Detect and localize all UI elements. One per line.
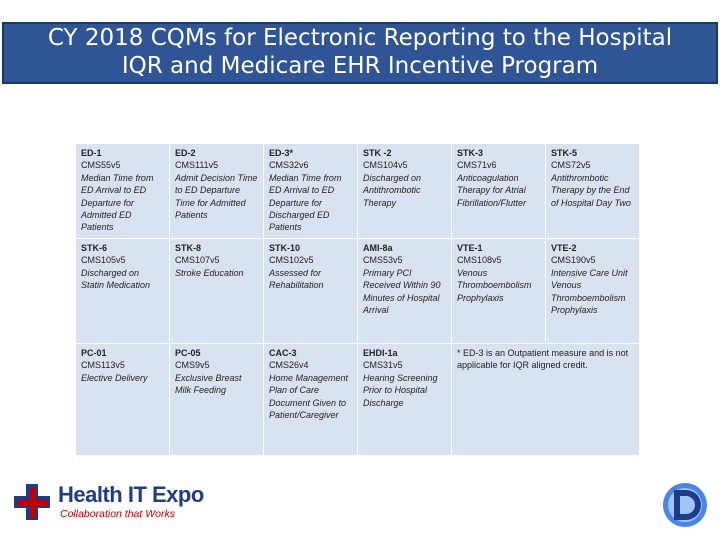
table-cell: ED-1 CMS55v5 Median Time from ED Arrival t… (75, 143, 170, 239)
measure-desc: Stroke Education (175, 267, 244, 278)
measures-table: ED-1 CMS55v5 Median Time from ED Arrival t… (75, 143, 640, 456)
measure-desc: Discharged on Statin Medication (81, 267, 151, 291)
measure-code: VTE-2 (551, 243, 577, 253)
measure-desc: Primary PCI Received Within 90 Minutes o… (363, 267, 441, 316)
table-cell: PC-05 CMS9v5 Exclusive Breast Milk Feeding (169, 343, 264, 456)
measure-code: STK-6 (81, 243, 108, 253)
measure-cms: CMS107v5 (175, 255, 220, 266)
table-cell: STK-10 CMS102v5 Assessed for Rehabilitatio… (263, 238, 358, 344)
note: * ED-3 is an Outpatient measure and is n… (457, 348, 629, 371)
logo-icon (14, 484, 50, 520)
table-cell: PC-01 CMS113v5 Elective Delivery (75, 343, 170, 456)
table-cell: CAC-3 CMS26v4 Home Management Plan of Care… (263, 343, 358, 456)
measure-code: VTE-1 (457, 243, 483, 253)
table-row: PC-01 CMS113v5 Elective Delivery PC-05 CMS9v… (75, 343, 640, 456)
measure-cms: CMS31v5 (363, 360, 403, 371)
table-cell: VTE-2 CMS190v5 Intensive Care Unit Venous … (545, 238, 640, 344)
measure-desc: Median Time from ED Arrival to ED Depart… (269, 172, 342, 233)
measure-code: CAC-3 (269, 348, 297, 358)
table-cell: AMI-8a CMS53v5 Primary PCI Received Within… (357, 238, 452, 344)
measure-cms: CMS32v6 (269, 160, 309, 171)
measure-cms: CMS9v5 (175, 360, 210, 371)
table-cell: STK-6 CMS105v5 Discharged on Statin Medica… (75, 238, 170, 344)
table-row: ED-1 CMS55v5 Median Time from ED Arrival t… (75, 143, 640, 239)
measure-desc: Venous Thromboembolism Prophylaxis (457, 267, 532, 303)
table-cell: ED-2 CMS111v5 Admit Decision Time to ED De… (169, 143, 264, 239)
measure-desc: Elective Delivery (81, 372, 148, 383)
measure-desc: Antithrombotic Therapy by the End of Hos… (551, 172, 631, 208)
measure-code: EHDI-1a (363, 348, 398, 358)
table-row: STK-6 CMS105v5 Discharged on Statin Medica… (75, 238, 640, 344)
measure-code: PC-01 (81, 348, 107, 358)
measure-desc: Admit Decision Time to ED Departure Time… (175, 172, 258, 221)
measure-code: STK -2 (363, 148, 392, 158)
title-line: IQR and Medicare EHR Incentive Program (121, 53, 599, 79)
measure-desc: Exclusive Breast Milk Feeding (175, 372, 242, 396)
title-line: CY 2018 CQMs for Electronic Reporting to… (47, 25, 673, 51)
table-cell: ED-3* CMS32v6 Median Time from ED Arrival … (263, 143, 358, 239)
measure-code: STK-8 (175, 243, 202, 253)
title-box: CY 2018 CQMs for Electronic Reporting to… (2, 22, 718, 84)
table-cell: STK -2 CMS104v5 Discharged on Antithrombot… (357, 143, 452, 239)
measure-code: STK-3 (457, 148, 484, 158)
measure-desc: Median Time from ED Arrival to ED Depart… (81, 172, 154, 233)
measure-code: STK-10 (269, 243, 301, 253)
measure-cms: CMS108v5 (457, 255, 502, 266)
measure-cms: CMS104v5 (363, 160, 408, 171)
measure-desc: Home Management Plan of Care Document Gi… (269, 372, 349, 421)
measure-cms: CMS26v4 (269, 360, 309, 371)
measure-cms: CMS113v5 (81, 360, 125, 371)
measure-code: ED-1 (81, 148, 102, 158)
logo-name: Health IT Expo (58, 482, 204, 507)
measure-cms: CMS190v5 (551, 255, 596, 266)
measure-cms: CMS53v5 (363, 255, 403, 266)
measure-desc: Discharged on Antithrombotic Therapy (363, 172, 422, 208)
measure-code: STK-5 (551, 148, 578, 158)
table-cell: EHDI-1a CMS31v5 Hearing Screening Prior to… (357, 343, 452, 456)
measure-desc: Assessed for Rehabilitation (269, 267, 324, 291)
table-cell: STK-3 CMS71v6 Anticoagulation Therapy for … (451, 143, 546, 239)
table-cell: STK-5 CMS72v5 Antithrombotic Therapy by th… (545, 143, 640, 239)
measure-cms: CMS111v5 (175, 160, 219, 171)
measure-desc: Hearing Screening Prior to Hospital Disc… (363, 372, 438, 408)
table-cell: VTE-1 CMS108v5 Venous Thromboembolism Prop… (451, 238, 546, 344)
measure-code: PC-05 (175, 348, 201, 358)
measure-desc: Intensive Care Unit Venous Thromboemboli… (551, 267, 628, 316)
logo-tagline: Collaboration that Works (60, 508, 175, 520)
note-cell: * ED-3 is an Outpatient measure and is n… (451, 343, 640, 456)
measure-code: AMI-8a (363, 243, 393, 253)
measure-desc: Anticoagulation Therapy for Atrial Fibri… (457, 172, 527, 208)
measure-cms: CMS55v5 (81, 160, 121, 171)
measure-code: ED-3* (269, 148, 294, 158)
measure-cms: CMS102v5 (269, 255, 314, 266)
measure-code: ED-2 (175, 148, 196, 158)
table-cell: STK-8 CMS107v5 Stroke Education (169, 238, 264, 344)
measure-cms: CMS72v5 (551, 160, 591, 171)
measure-cms: CMS71v6 (457, 160, 497, 171)
measure-cms: CMS105v5 (81, 255, 126, 266)
corner-logo (663, 483, 707, 527)
